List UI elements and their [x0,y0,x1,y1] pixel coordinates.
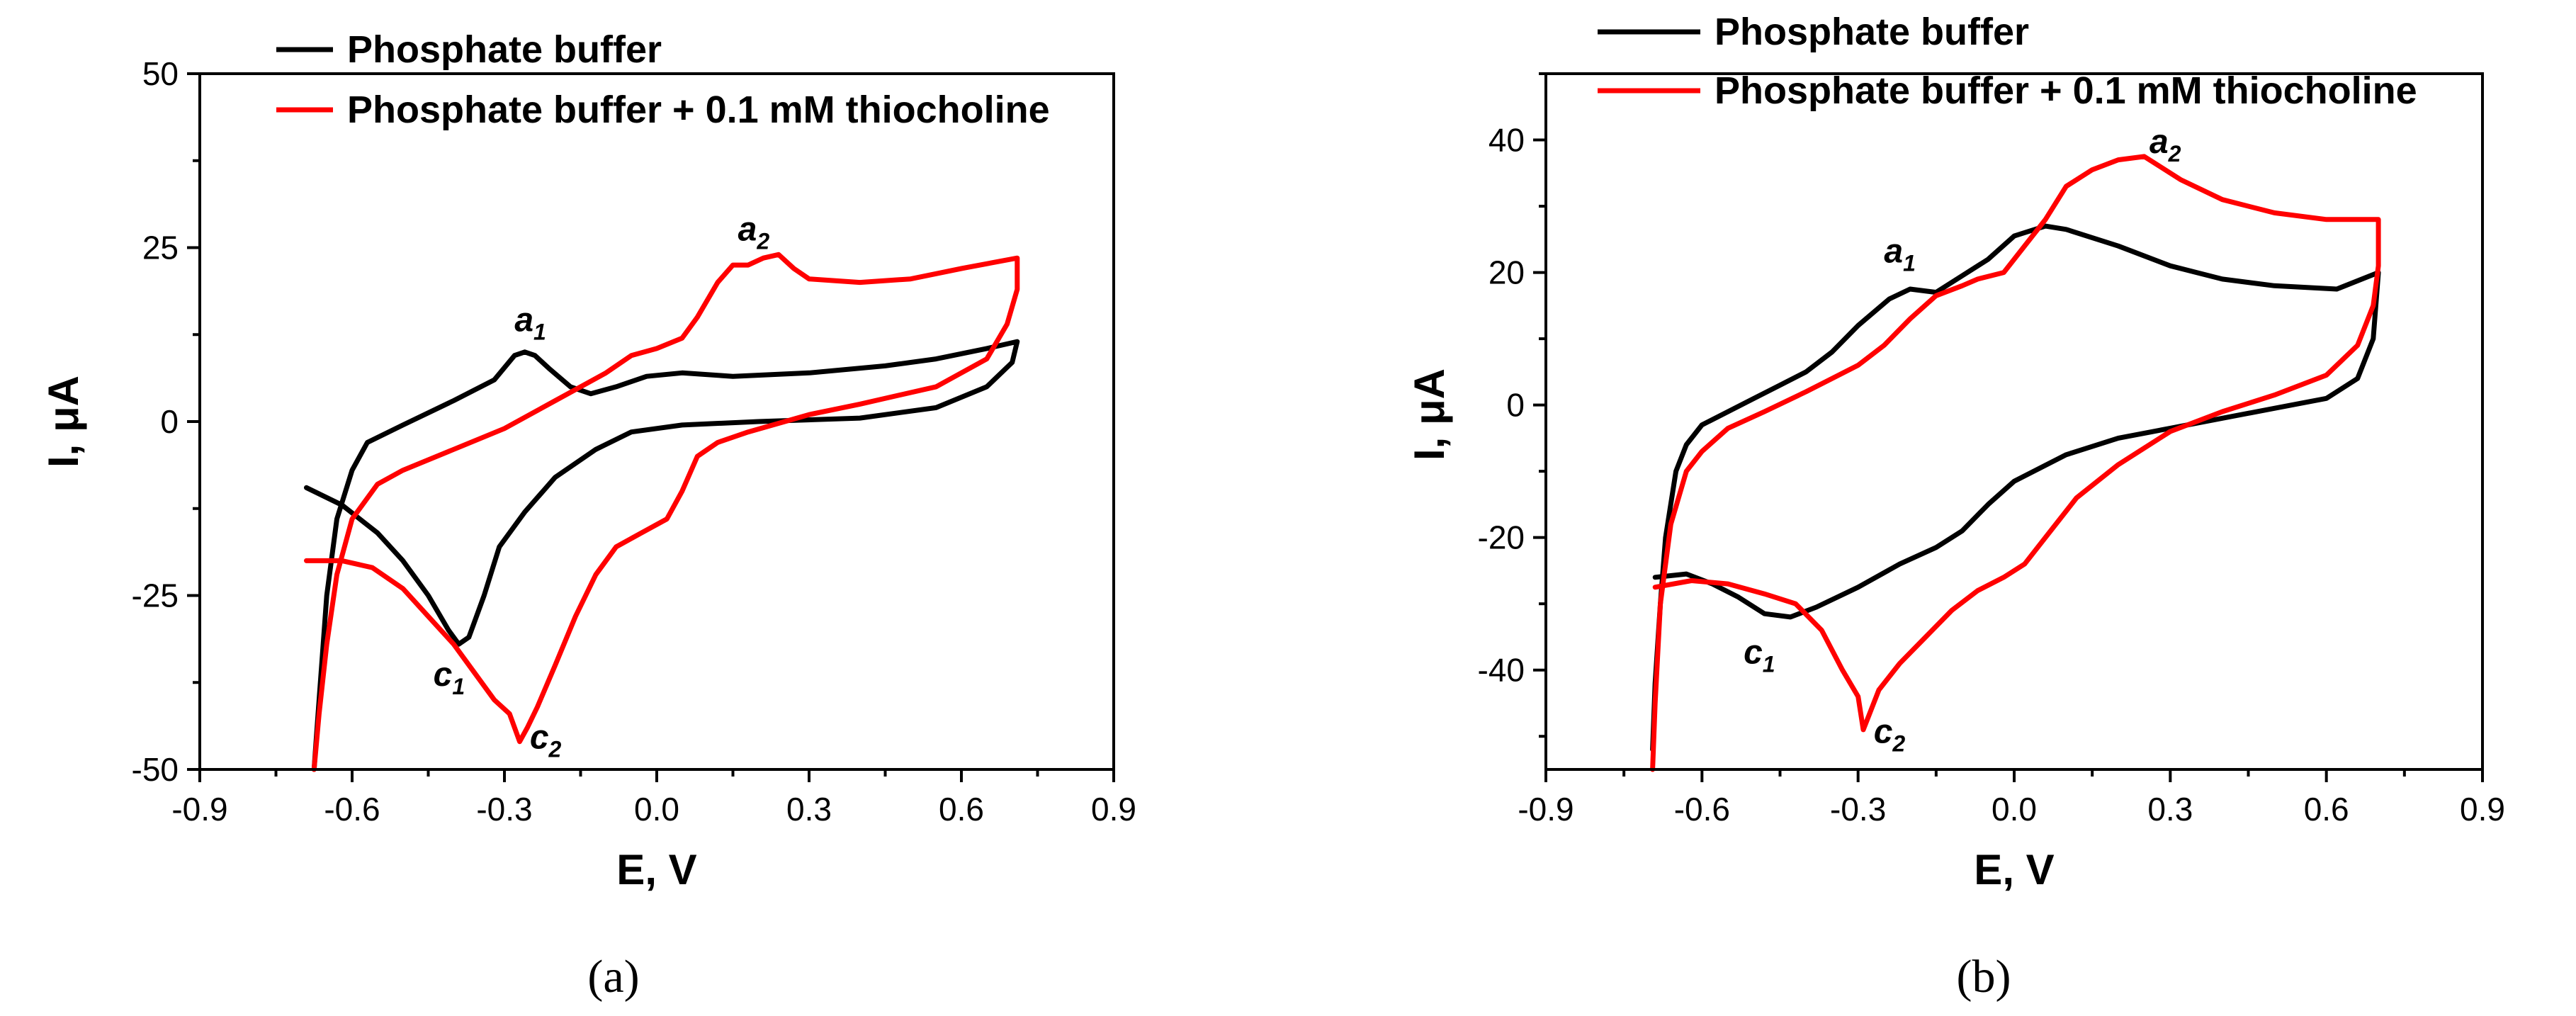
x-axis-title-a: E, V [616,846,696,893]
x-axis-title-b: E, V [1974,846,2054,893]
legend-b-label-buffer: Phosphate buffer [1714,11,2029,53]
series-a [304,252,1020,772]
panel-a: Phosphate buffer Phosphate buffer + 0.1 … [40,28,1136,1003]
x-tick-label-b: -0.3 [1830,791,1886,828]
y-tick-label-b: 0 [1506,387,1525,424]
legend-a-label-thiocholine: Phosphate buffer + 0.1 mM thiocholine [347,89,1050,131]
plot-frame-a [198,72,1115,771]
caption-b: (b) [1957,951,2011,1003]
peak-label-c1-a: c1 [434,656,465,699]
x-tick-label-a: -0.6 [324,791,380,828]
y-tick-label-a: 25 [142,230,179,266]
x-ticks-a: -0.9 -0.6 -0.3 0.0 0.3 0.6 0.9 [171,769,1136,828]
y-tick-label-a: 50 [142,55,179,92]
x-tick-label-a: -0.9 [171,791,227,828]
peak-label-c2-b: c2 [1874,713,1906,757]
x-tick-label-b: 0.6 [2304,791,2349,828]
y-tick-label-a: 0 [160,403,179,440]
y-tick-label-b: 20 [1488,254,1525,291]
series-buffer-b [1650,223,2381,752]
peak-label-a2-b: a2 [2150,123,2181,166]
annotations-b: a1 a2 c1 c2 [1744,123,2181,756]
y-tick-label-b: -40 [1478,652,1525,689]
legend-b: Phosphate buffer Phosphate buffer + 0.1 … [1598,11,2417,112]
y-ticks-a: -50 -25 0 25 50 [132,55,200,788]
x-tick-label-b: 0.0 [1992,791,2037,828]
x-tick-label-a: -0.3 [476,791,532,828]
y-axis-title-b: I, μA [1406,368,1453,461]
panel-b: Phosphate buffer Phosphate buffer + 0.1 … [1406,11,2505,1003]
legend-a-label-buffer: Phosphate buffer [347,28,662,71]
series-thiocholine-a [304,252,1020,772]
y-tick-label-a: -50 [132,751,179,788]
series-b [1650,154,2381,772]
peak-label-c2-a: c2 [530,719,562,762]
x-ticks-b: -0.9 -0.6 -0.3 0.0 0.3 0.6 0.9 [1518,769,2505,828]
x-tick-label-b: 0.9 [2460,791,2505,828]
series-thiocholine-b [1650,154,2381,772]
y-ticks-b: -40 -20 0 20 40 [1478,72,1546,738]
peak-label-c1-b: c1 [1744,633,1775,677]
x-tick-label-a: 0.3 [786,791,832,828]
legend-b-label-thiocholine: Phosphate buffer + 0.1 mM thiocholine [1714,69,2417,112]
y-tick-label-a: -25 [132,577,179,614]
caption-a: (a) [587,951,639,1003]
plot-frame-b [1544,72,2484,771]
y-axis-title-a: I, μA [40,376,87,468]
x-tick-label-b: 0.3 [2147,791,2193,828]
legend-a: Phosphate buffer Phosphate buffer + 0.1 … [276,28,1050,131]
peak-label-a2-a: a2 [738,211,770,254]
peak-label-a1-a: a1 [514,301,546,344]
annotations-a: a1 a2 c1 c2 [434,211,770,762]
series-buffer-a [304,339,1020,772]
x-tick-label-a: 0.6 [939,791,984,828]
peak-label-a1-b: a1 [1884,233,1916,276]
y-tick-label-b: -20 [1478,519,1525,556]
x-tick-label-b: -0.9 [1518,791,1574,828]
x-tick-label-a: 0.9 [1091,791,1136,828]
x-tick-label-a: 0.0 [634,791,679,828]
x-tick-label-b: -0.6 [1674,791,1730,828]
y-tick-label-b: 40 [1488,122,1525,159]
